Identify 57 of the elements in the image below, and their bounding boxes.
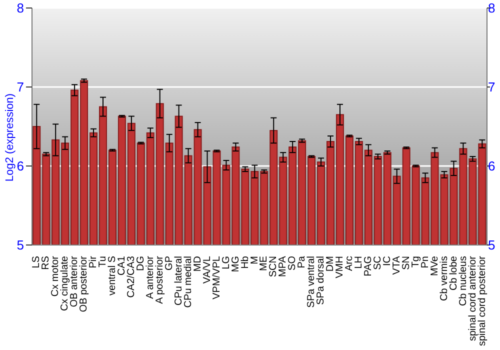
x-tick-label: Cb nucleus [458,256,469,306]
y-tick-label: 8 [16,0,24,16]
y2-tick-label: 8 [488,0,496,16]
x-tick-label: A anterior [144,255,156,299]
x-tick-label: VMH [334,256,346,278]
x-tick-label: MVe [429,256,440,276]
x-tick-label: Tg [410,256,422,268]
x-tick-label: LH [354,256,365,269]
x-tick-label: DG [136,256,147,271]
x-tick-label: SPa ventral [306,256,318,308]
x-tick-label: spinal cord posterior [476,255,488,346]
x-tick-label: SCN [268,256,280,278]
x-tick-label: Cb lobe [448,256,460,290]
x-tick-label: Pir [88,255,100,268]
x-tick-label: VTA [391,256,402,275]
x-tick-label: LS [31,256,42,268]
x-tick-label: Cx motor [50,255,62,297]
y-tick-label: 6 [16,158,24,174]
x-tick-label: Pa [296,256,308,268]
x-tick-label: SC [372,256,384,270]
x-tick-label: CA2/CA3 [126,256,138,298]
x-tick-label: OB anterior [69,255,80,308]
x-tick-label: MPA [278,256,289,277]
x-tick-label: MG [230,256,242,272]
x-tick-label: Cx cingulate [60,256,71,312]
y-tick-label: 7 [16,80,24,95]
x-tick-label: spinal cord anterior [467,255,478,342]
x-tick-label: MD [192,256,204,272]
x-tick-label: SO [287,256,298,270]
x-tick-label: VPM/VPL [211,256,222,300]
y2-tick-label: 7 [488,80,496,95]
x-tick-label: GP [164,256,175,270]
x-tick-label: ME [258,256,270,271]
y2-tick-label: 5 [488,238,496,253]
x-tick-label: Arc [344,256,356,271]
x-tick-label: VA/VL [202,256,213,284]
y2-tick-label: 6 [488,158,496,174]
x-tick-label: SPa dorsal [316,256,327,305]
x-tick-label: Pn [420,256,431,268]
x-tick-label: ventral S [107,256,118,296]
x-tick-label: OB posterior [78,255,90,312]
y-axis-title: Log2 (expression) [4,93,16,182]
x-tick-label: DM [325,256,336,272]
x-tick-label: RS [40,256,52,270]
x-tick-label: IC [382,256,393,266]
x-tick-label: PAG [363,256,374,276]
x-tick-label: LG [220,256,232,270]
x-tick-label: SN [400,256,412,270]
x-tick-label: CPu lateral [173,256,184,306]
x-tick-label: CPu medial [182,256,194,308]
x-tick-label: Cb vermis [438,256,450,302]
y-tick-label: 5 [16,238,24,253]
x-tick-label: A posterior [154,255,166,304]
x-tick-label: CA1 [116,256,128,276]
x-tick-label: M [249,256,260,264]
x-tick-label: Tu [98,256,109,268]
x-tick-label: Hb [240,256,251,269]
